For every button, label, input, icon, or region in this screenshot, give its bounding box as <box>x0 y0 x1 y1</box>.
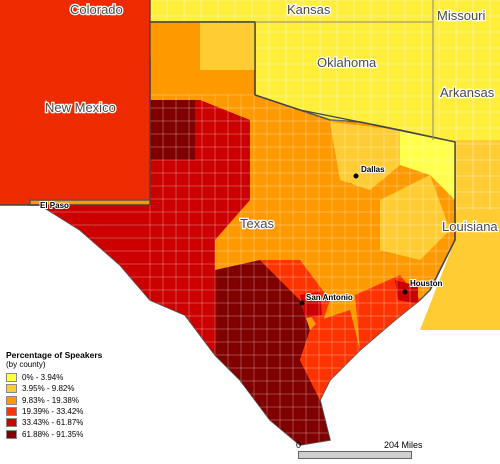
legend-item: 19.39% - 33.42% <box>6 406 83 417</box>
legend-title: Percentage of Speakers <box>6 350 103 360</box>
legend-label: 33.43% - 61.87% <box>22 418 84 428</box>
new-mexico-fill <box>0 0 150 205</box>
city-dot-san-antonio <box>299 300 305 306</box>
color-zone <box>300 292 322 318</box>
legend-swatch <box>6 384 17 394</box>
legend-label: 61.88% - 91.35% <box>22 429 84 439</box>
scale-start-label: 0 <box>296 440 302 450</box>
legend-item: 33.43% - 61.87% <box>6 417 83 428</box>
color-zone <box>380 175 450 260</box>
color-zone <box>150 22 200 60</box>
region-label-louisiana: Louisiana <box>442 219 498 234</box>
region-label-missouri: Missouri <box>437 8 486 23</box>
city-label-san-antonio: San Antonio <box>306 293 353 302</box>
legend-swatch <box>6 373 17 383</box>
legend-swatch <box>6 395 17 405</box>
color-zone <box>150 100 195 160</box>
legend-item: 3.95% - 9.82% <box>6 383 83 394</box>
color-zone <box>30 205 150 300</box>
legend: 0% - 3.94% 3.95% - 9.82% 9.83% - 19.38% … <box>6 372 83 440</box>
legend-item: 9.83% - 19.38% <box>6 395 83 406</box>
legend-item: 61.88% - 91.35% <box>6 428 83 439</box>
legend-label: 9.83% - 19.38% <box>22 395 79 405</box>
region-label-new-mexico: New Mexico <box>45 100 116 115</box>
color-zone <box>150 100 250 355</box>
city-label-dallas: Dallas <box>361 165 385 174</box>
region-label-kansas: Kansas <box>287 2 331 17</box>
city-label-el-paso: El Paso <box>40 201 69 210</box>
legend-swatch <box>6 429 17 439</box>
legend-swatch <box>6 407 17 417</box>
scale-line <box>298 451 412 459</box>
city-label-houston: Houston <box>410 279 443 288</box>
color-zone <box>200 22 255 70</box>
legend-label: 0% - 3.94% <box>22 373 64 383</box>
region-label-colorado: Colorado <box>70 2 123 17</box>
red-river-border <box>254 94 456 143</box>
color-zone <box>215 260 330 445</box>
louisiana-fill <box>420 140 500 330</box>
color-zone <box>400 130 455 200</box>
region-label-arkansas: Arkansas <box>440 85 495 100</box>
region-label-texas: Texas <box>240 216 274 231</box>
state-borders <box>0 0 456 291</box>
legend-label: 3.95% - 9.82% <box>22 384 75 394</box>
city-dot-dallas <box>353 173 359 179</box>
color-zone <box>250 125 345 200</box>
legend-subtitle: (by county) <box>6 360 46 369</box>
louisiana-border <box>429 142 456 291</box>
scale-end-label: 204 Miles <box>384 440 423 450</box>
region-label-oklahoma: Oklahoma <box>317 55 377 70</box>
legend-label: 19.39% - 33.42% <box>22 407 84 417</box>
legend-item: 0% - 3.94% <box>6 372 83 383</box>
city-dot-houston <box>402 289 408 295</box>
legend-swatch <box>6 418 17 428</box>
